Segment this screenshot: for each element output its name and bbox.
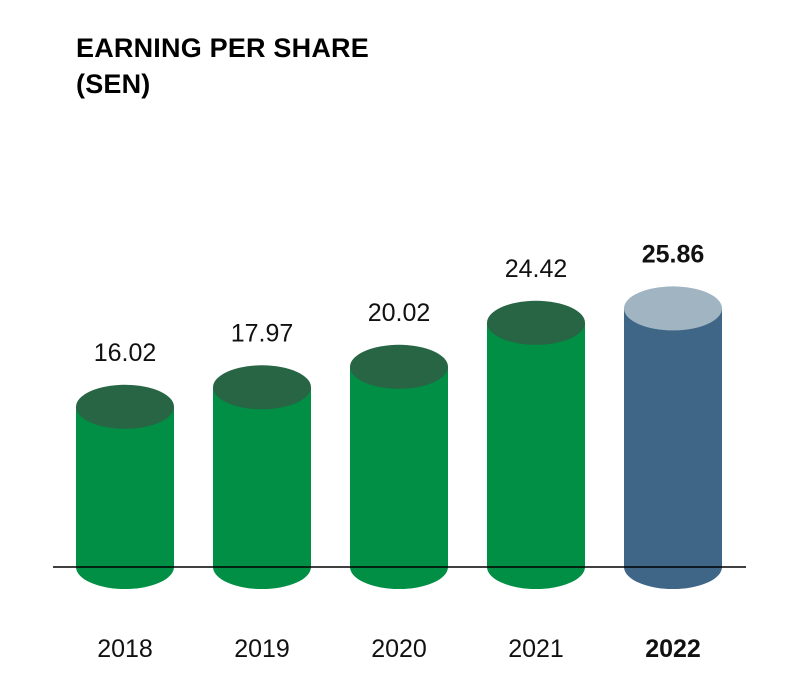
bar-2021: [487, 300, 585, 589]
value-label-2019: 17.97: [231, 319, 294, 347]
category-label-2018: 2018: [97, 635, 153, 663]
chart-title-line-2: (SEN): [76, 69, 151, 99]
bar-2022: [624, 286, 722, 589]
value-label-2020: 20.02: [368, 299, 431, 327]
value-label-2018: 16.02: [94, 339, 157, 367]
category-label-2020: 2020: [371, 635, 427, 663]
category-label-2022: 2022: [645, 635, 701, 663]
bar-2018: [76, 384, 174, 589]
bar-body-2020: [350, 366, 448, 567]
labels-group: 16.02 2018 17.97 2019 20.02 2020 24.42 2021 25.8…: [94, 240, 705, 663]
bar-body-2022: [624, 308, 722, 567]
bar-2019: [213, 365, 311, 589]
value-label-2021: 24.42: [505, 255, 568, 283]
bar-2020: [350, 344, 448, 589]
chart-title-line-1: EARNING PER SHARE: [76, 33, 369, 63]
bar-top-2019: [213, 365, 311, 410]
category-label-2019: 2019: [234, 635, 290, 663]
value-label-2022: 25.86: [642, 240, 705, 268]
bar-body-2019: [213, 387, 311, 567]
bar-top-2020: [350, 344, 448, 389]
bar-body-2021: [487, 322, 585, 567]
bars-group: [76, 286, 722, 589]
chart-title: EARNING PER SHARE (SEN): [76, 30, 369, 102]
bar-top-2021: [487, 300, 585, 345]
bar-top-2018: [76, 384, 174, 429]
bar-top-2022: [624, 286, 722, 331]
category-label-2021: 2021: [508, 635, 564, 663]
bar-body-2018: [76, 406, 174, 567]
